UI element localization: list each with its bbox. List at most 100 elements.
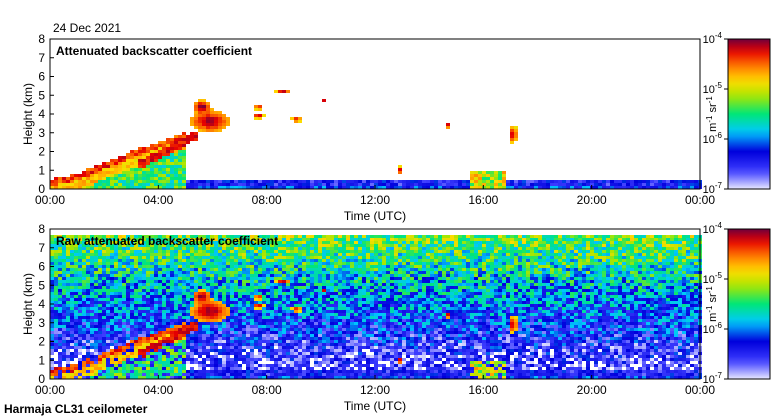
heatmap-cell	[386, 340, 390, 343]
heatmap-cell	[278, 295, 282, 298]
heatmap-cell	[90, 238, 94, 241]
heatmap-cell	[98, 319, 102, 322]
heatmap-cell	[282, 286, 286, 289]
heatmap-cell	[202, 364, 206, 367]
heatmap-cell	[350, 337, 354, 340]
heatmap-cell	[78, 322, 82, 325]
heatmap-cell	[334, 364, 338, 367]
heatmap-cell	[386, 253, 390, 256]
heatmap-cell	[238, 274, 242, 277]
heatmap-cell	[398, 168, 402, 171]
heatmap-cell	[82, 241, 86, 244]
heatmap-cell	[182, 147, 186, 150]
heatmap-cell	[214, 346, 218, 349]
heatmap-cell	[298, 370, 302, 373]
heatmap-cell	[166, 295, 170, 298]
heatmap-cell	[134, 304, 138, 307]
heatmap-cell	[262, 307, 266, 310]
heatmap-cell	[226, 319, 230, 322]
heatmap-cell	[386, 180, 390, 183]
heatmap-cell	[270, 343, 274, 346]
heatmap-cell	[130, 373, 134, 376]
heatmap-cell	[154, 310, 158, 313]
heatmap-cell	[362, 295, 366, 298]
colorbar-unit-label: m-1 sr-1	[705, 96, 719, 132]
heatmap-cell	[74, 183, 78, 186]
heatmap-cell	[222, 325, 226, 328]
heatmap-cell	[306, 349, 310, 352]
heatmap-cell	[182, 370, 186, 373]
heatmap-cell	[262, 250, 266, 253]
heatmap-cell	[134, 361, 138, 364]
heatmap-cell	[322, 316, 326, 319]
heatmap-cell	[62, 319, 66, 322]
heatmap-cell	[242, 307, 246, 310]
heatmap-cell	[218, 370, 222, 373]
heatmap-cell	[226, 313, 230, 316]
heatmap-cell	[194, 283, 198, 286]
heatmap-cell	[386, 313, 390, 316]
heatmap-cell	[98, 186, 102, 189]
heatmap-cell	[182, 346, 186, 349]
heatmap-cell	[194, 310, 198, 313]
heatmap-cell	[146, 328, 150, 331]
heatmap-cell	[186, 241, 190, 244]
heatmap-cell	[146, 156, 150, 159]
heatmap-cell	[330, 280, 334, 283]
heatmap-cell	[258, 283, 262, 286]
heatmap-cell	[162, 364, 166, 367]
heatmap-cell	[90, 346, 94, 349]
heatmap-cell	[374, 349, 378, 352]
heatmap-cell	[154, 147, 158, 150]
heatmap-cell	[138, 325, 142, 328]
heatmap-cell	[334, 310, 338, 313]
heatmap-cell	[346, 274, 350, 277]
heatmap-cell	[190, 238, 194, 241]
heatmap-cell	[370, 349, 374, 352]
heatmap-cell	[390, 295, 394, 298]
heatmap-cell	[346, 337, 350, 340]
heatmap-cell	[198, 235, 202, 238]
heatmap-cell	[510, 183, 514, 186]
heatmap-cell	[202, 337, 206, 340]
heatmap-cell	[386, 186, 390, 189]
heatmap-cell	[114, 265, 118, 268]
heatmap-cell	[310, 250, 314, 253]
heatmap-cell	[90, 256, 94, 259]
heatmap-cell	[226, 247, 230, 250]
heatmap-cell	[250, 292, 254, 295]
heatmap-cell	[158, 141, 162, 144]
heatmap-cell	[110, 256, 114, 259]
heatmap-cell	[334, 283, 338, 286]
heatmap-cell	[222, 352, 226, 355]
heatmap-cell	[302, 259, 306, 262]
heatmap-cell	[178, 295, 182, 298]
heatmap-cell	[558, 186, 562, 189]
heatmap-cell	[114, 364, 118, 367]
heatmap-cell	[206, 343, 210, 346]
heatmap-cell	[282, 268, 286, 271]
heatmap-cell	[98, 370, 102, 373]
heatmap-cell	[106, 174, 110, 177]
heatmap-cell	[310, 256, 314, 259]
heatmap-cell	[54, 289, 58, 292]
heatmap-cell	[162, 373, 166, 376]
heatmap-cell	[94, 316, 98, 319]
heatmap-cell	[234, 364, 238, 367]
heatmap-cell	[382, 370, 386, 373]
heatmap-cell	[190, 265, 194, 268]
heatmap-cell	[310, 355, 314, 358]
heatmap-cell	[314, 373, 318, 376]
heatmap-cell	[118, 331, 122, 334]
heatmap-cell	[134, 298, 138, 301]
heatmap-cell	[138, 334, 142, 337]
heatmap-cell	[214, 337, 218, 340]
heatmap-cell	[206, 328, 210, 331]
heatmap-cell	[106, 304, 110, 307]
heatmap-cell	[282, 373, 286, 376]
heatmap-cell	[298, 286, 302, 289]
heatmap-cell	[318, 355, 322, 358]
heatmap-cell	[98, 316, 102, 319]
heatmap-cell	[154, 352, 158, 355]
heatmap-cell	[230, 370, 234, 373]
